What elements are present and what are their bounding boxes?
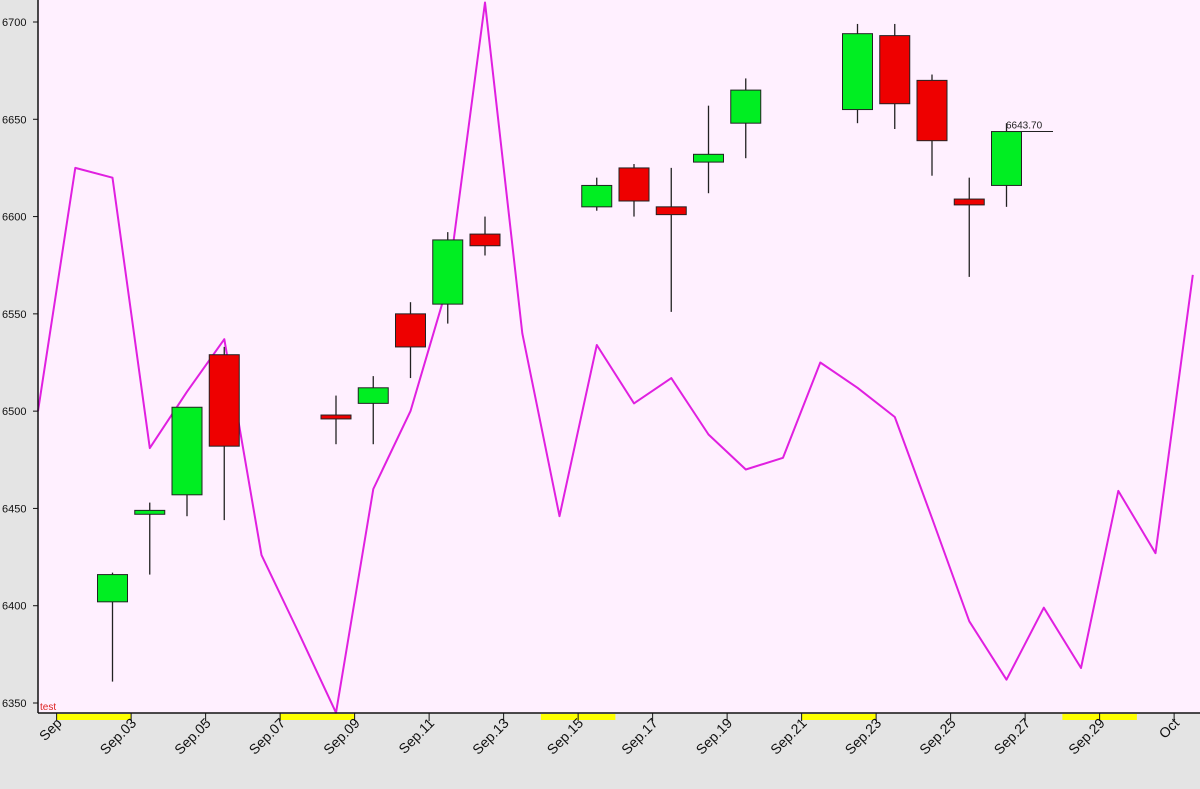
candle <box>581 177 613 211</box>
candle-body <box>320 414 352 420</box>
candle-body <box>991 131 1022 186</box>
last-price-label: 6643.70 <box>1006 121 1043 132</box>
x-tick-label: Sep.03 <box>97 715 140 758</box>
x-tick-label: Sep.09 <box>320 715 363 758</box>
weekend-marker <box>801 714 877 720</box>
candle <box>618 164 650 217</box>
x-tick-label: Oct <box>1156 715 1183 742</box>
y-tick-label: 6550 <box>2 309 26 321</box>
x-tick-label: Sep.13 <box>469 715 512 758</box>
x-tick-label: Sep.23 <box>842 715 885 758</box>
candle <box>320 395 352 445</box>
y-tick-label: 6600 <box>2 212 26 224</box>
x-tick-label: Sep.05 <box>171 715 214 758</box>
candle-body <box>97 574 128 603</box>
candle-body <box>581 184 613 208</box>
series-label: test <box>40 702 56 713</box>
candle <box>693 105 724 194</box>
x-tick-label: Sep.29 <box>1065 715 1108 758</box>
y-tick-label: 6400 <box>2 601 26 613</box>
x-tick-label: Sep.07 <box>246 715 289 758</box>
candle-body <box>730 89 762 124</box>
candle-body <box>469 233 501 247</box>
candle <box>842 23 873 124</box>
candle-body <box>953 198 985 206</box>
candle-body <box>842 33 873 111</box>
candle-body <box>134 509 166 515</box>
x-tick-label: Sep.19 <box>693 715 736 758</box>
candle <box>953 177 985 277</box>
candle <box>395 302 426 379</box>
y-tick-label: 6650 <box>2 114 26 126</box>
y-tick-label: 6450 <box>2 503 26 515</box>
candle <box>991 123 1022 207</box>
candle <box>916 74 948 176</box>
candle-body <box>432 239 464 305</box>
candle-body <box>655 206 687 216</box>
candle <box>432 232 464 324</box>
candle-body <box>693 153 724 163</box>
candle-body <box>618 167 650 202</box>
x-tick-label: Sep.27 <box>991 715 1034 758</box>
candle <box>208 346 240 521</box>
candle-body <box>916 79 948 142</box>
y-tick-label: 6500 <box>2 406 26 418</box>
y-tick-label: 6700 <box>2 17 26 29</box>
candle-body <box>208 354 240 447</box>
candle <box>134 502 166 575</box>
x-tick-label: Sep.11 <box>395 715 437 757</box>
candle-body <box>357 387 389 404</box>
candle <box>469 216 501 256</box>
candle-body <box>395 313 426 348</box>
candle-body <box>171 406 203 496</box>
x-tick-label: Sep.21 <box>767 715 810 758</box>
candle <box>730 78 762 159</box>
candle <box>655 167 687 312</box>
candle <box>97 572 128 682</box>
weekend-marker <box>56 714 132 720</box>
x-tick-label: Sep.17 <box>618 715 661 758</box>
candle <box>171 406 203 517</box>
candle <box>879 23 911 130</box>
candle <box>357 376 389 445</box>
x-tick-label: Sep.25 <box>916 715 959 758</box>
weekend-marker <box>280 714 355 720</box>
candle-body <box>879 35 911 105</box>
y-tick-label: 6350 <box>2 698 26 710</box>
x-tick-label: Sep.15 <box>544 715 587 758</box>
